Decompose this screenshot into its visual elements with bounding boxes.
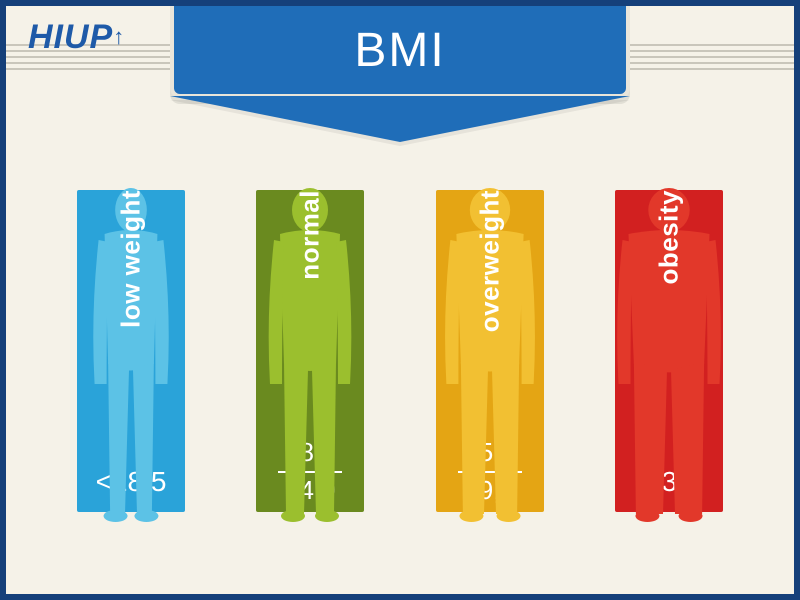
logo-text: HIUP [28, 18, 113, 56]
title-banner: BMI [170, 6, 630, 142]
banner-bar: BMI [170, 6, 630, 98]
bmi-category-over: 25,029,9 overweight [405, 176, 575, 562]
category-label: obesity [653, 190, 684, 285]
bmi-infographic: HIUP↑ BMI <18,5 low weight18,524,9 [0, 0, 800, 600]
logo: HIUP↑ [28, 18, 125, 57]
bmi-category-normal: 18,524,9 normal [225, 176, 395, 562]
page-title: BMI [354, 23, 445, 78]
bmi-category-low: <18,5 low weight [46, 176, 216, 562]
category-label: overweight [474, 190, 505, 332]
bmi-chart: <18,5 low weight18,524,9 normal25,029,9 [46, 176, 754, 562]
arrow-up-icon: ↑ [113, 24, 125, 50]
category-label: low weight [116, 190, 147, 328]
banner-chevron-icon [170, 96, 630, 142]
bmi-category-obesity: >30 obesity [584, 176, 754, 562]
category-label: normal [295, 190, 326, 280]
